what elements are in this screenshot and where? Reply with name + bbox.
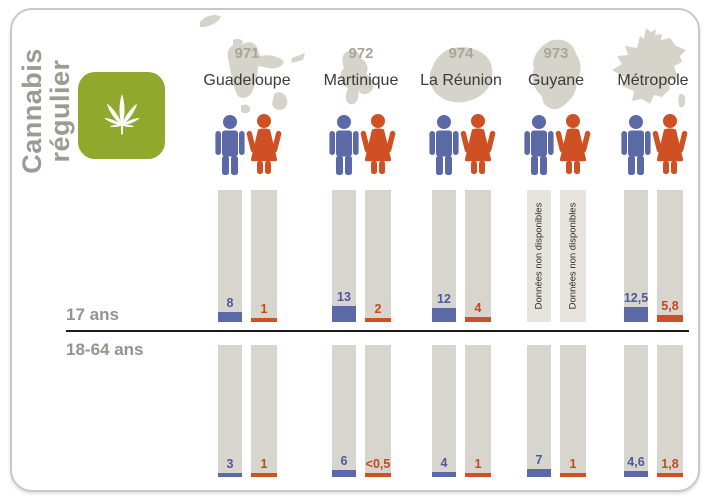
bar-fill-18-64-ans-guyane-female <box>560 473 586 477</box>
no-data-label: Données non disponibles <box>567 202 579 310</box>
bar-value-17-ans-metropole-female: 5,8 <box>661 299 679 313</box>
region-name-martinique: Martinique <box>323 72 399 89</box>
bar-value-18-64-ans-la-reunion-female: 1 <box>474 457 482 471</box>
bar-value-18-64-ans-metropole-male: 4,6 <box>627 455 645 469</box>
row-label-17ans: 17 ans <box>66 305 119 324</box>
bar-value-18-64-ans-guyane-female: 1 <box>569 457 577 471</box>
bar-value-18-64-ans-guyane-male: 7 <box>535 453 543 467</box>
male-figure-icon-guyane <box>524 115 554 175</box>
region-code-martinique: 972 <box>348 45 374 62</box>
bar-fill-18-64-ans-la-reunion-female <box>465 473 491 477</box>
map-silhouette-martinique <box>340 50 374 105</box>
bar-fill-17-ans-martinique-male <box>332 306 356 322</box>
map-silhouette-la-reunion <box>429 47 493 103</box>
bar-18-64-ans-guadeloupe-female: 1 <box>251 345 277 477</box>
bar-fill-17-ans-metropole-female <box>657 315 683 322</box>
region-name-la-reunion: La Réunion <box>420 72 502 89</box>
row-divider-line <box>66 330 689 332</box>
map-silhouette-guyane <box>532 39 581 110</box>
male-figure-icon-la-reunion <box>429 115 459 175</box>
bar-value-18-64-ans-guadeloupe-female: 1 <box>260 457 268 471</box>
bar-17-ans-martinique-male: 13 <box>332 190 356 322</box>
bar-17-ans-martinique-female: 2 <box>365 190 391 322</box>
region-name-guadeloupe: Guadeloupe <box>203 72 291 89</box>
bar-value-17-ans-la-reunion-male: 12 <box>437 292 451 306</box>
bar-17-ans-la-reunion-male: 12 <box>432 190 456 322</box>
bar-17-ans-guadeloupe-male: 8 <box>218 190 242 322</box>
page-title: Cannabis régulier <box>17 28 76 194</box>
cannabis-tile <box>78 72 165 159</box>
bar-fill-18-64-ans-guadeloupe-male <box>218 473 242 477</box>
bar-fill-18-64-ans-guadeloupe-female <box>251 473 277 477</box>
bar-17-ans-metropole-female: 5,8 <box>657 190 683 322</box>
bar-value-18-64-ans-martinique-female: <0,5 <box>365 457 391 471</box>
bar-value-17-ans-la-reunion-female: 4 <box>474 301 482 315</box>
bar-fill-18-64-ans-martinique-male <box>332 470 356 477</box>
bar-18-64-ans-guyane-female: 1 <box>560 345 586 477</box>
female-figure-icon-la-reunion <box>460 114 496 174</box>
bar-value-18-64-ans-metropole-female: 1,8 <box>661 457 679 471</box>
bar-value-17-ans-guadeloupe-male: 8 <box>226 296 234 310</box>
bar-fill-17-ans-martinique-female <box>365 318 391 322</box>
female-figure-icon-martinique <box>360 114 396 174</box>
map-silhouette-guadeloupe <box>200 14 305 114</box>
bar-fill-17-ans-la-reunion-female <box>465 317 491 322</box>
page-title-line2: régulier <box>45 59 75 163</box>
region-code-guadeloupe: 971 <box>234 45 260 62</box>
bar-18-64-ans-martinique-male: 6 <box>332 345 356 477</box>
male-figure-icon-martinique <box>329 115 359 175</box>
female-figure-icon-guyane <box>555 114 591 174</box>
region-code-guyane: 973 <box>543 45 569 62</box>
page-title-line1: Cannabis <box>17 48 47 174</box>
female-figure-icon-metropole <box>652 114 688 174</box>
bar-value-18-64-ans-guadeloupe-male: 3 <box>226 457 234 471</box>
bar-18-64-ans-metropole-female: 1,8 <box>657 345 683 477</box>
male-figure-icon-guadeloupe <box>215 115 245 175</box>
bar-fill-17-ans-guadeloupe-female <box>251 318 277 322</box>
bar-value-17-ans-martinique-male: 13 <box>337 290 351 304</box>
bar-18-64-ans-martinique-female: <0,5 <box>365 345 391 477</box>
bar-fill-18-64-ans-metropole-male <box>624 471 648 477</box>
bar-value-18-64-ans-martinique-male: 6 <box>340 454 348 468</box>
bar-17-ans-guadeloupe-female: 1 <box>251 190 277 322</box>
bar-18-64-ans-la-reunion-female: 1 <box>465 345 491 477</box>
bar-value-17-ans-metropole-male: 12,5 <box>623 291 649 305</box>
bar-value-17-ans-martinique-female: 2 <box>374 302 382 316</box>
row-label-18-64ans: 18-64 ans <box>66 340 144 359</box>
region-name-metropole: Métropole <box>617 72 689 89</box>
bar-18-64-ans-metropole-male: 4,6 <box>624 345 648 477</box>
no-data-label: Données non disponibles <box>533 202 545 310</box>
bar-17-ans-metropole-male: 12,5 <box>624 190 648 322</box>
bar-18-64-ans-la-reunion-male: 4 <box>432 345 456 477</box>
bar-fill-18-64-ans-guyane-male <box>527 469 551 477</box>
bar-18-64-ans-guyane-male: 7 <box>527 345 551 477</box>
bar-17-ans-guyane-female-nodata: Données non disponibles <box>560 190 586 322</box>
bar-fill-18-64-ans-martinique-female <box>365 473 391 477</box>
cannabis-leaf-icon <box>103 93 140 134</box>
bar-17-ans-guyane-male-nodata: Données non disponibles <box>527 190 551 322</box>
bar-fill-17-ans-la-reunion-male <box>432 308 456 322</box>
male-figure-icon-metropole <box>621 115 651 175</box>
bar-fill-17-ans-guadeloupe-male <box>218 312 242 322</box>
bar-fill-18-64-ans-metropole-female <box>657 473 683 477</box>
bar-value-17-ans-guadeloupe-female: 1 <box>260 302 268 316</box>
bar-fill-18-64-ans-la-reunion-male <box>432 472 456 477</box>
region-code-la-reunion: 974 <box>448 45 474 62</box>
bar-17-ans-la-reunion-female: 4 <box>465 190 491 322</box>
female-figure-icon-guadeloupe <box>246 114 282 174</box>
bar-fill-17-ans-metropole-male <box>624 307 648 322</box>
map-silhouette-france <box>612 28 686 108</box>
bar-18-64-ans-guadeloupe-male: 3 <box>218 345 242 477</box>
bar-value-18-64-ans-la-reunion-male: 4 <box>440 456 448 470</box>
region-name-guyane: Guyane <box>527 72 585 89</box>
